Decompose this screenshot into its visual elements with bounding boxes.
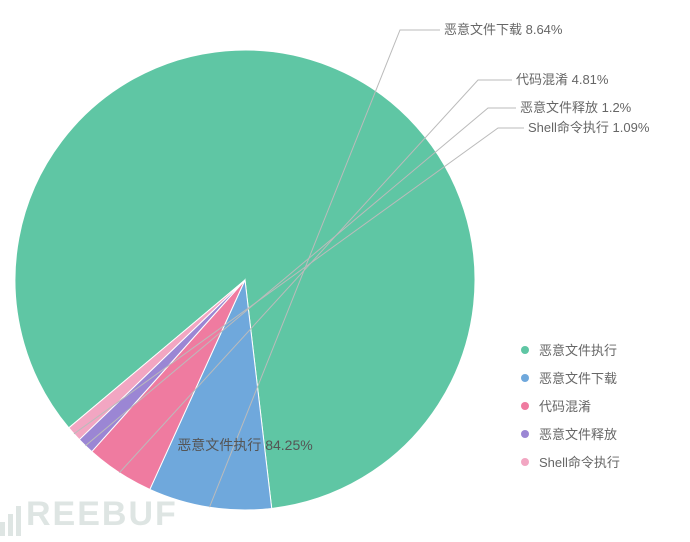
legend-label: 代码混淆: [539, 399, 591, 414]
legend-label: 恶意文件执行: [539, 343, 617, 358]
callout-label: 恶意文件释放 1.2%: [520, 100, 632, 115]
watermark: REEBUF: [0, 495, 178, 536]
callout-label: 恶意文件下载 8.64%: [444, 22, 563, 37]
legend-label: Shell命令执行: [539, 455, 620, 470]
slice-internal-label: 恶意文件执行 84.25%: [177, 437, 312, 453]
legend-label: 恶意文件下载: [539, 371, 617, 386]
legend-marker: [521, 346, 529, 354]
legend-marker: [521, 458, 529, 466]
legend-marker: [521, 374, 529, 382]
legend-marker: [521, 402, 529, 410]
callout-label: 代码混淆 4.81%: [516, 72, 609, 87]
legend-marker: [521, 430, 529, 438]
pie-chart: 恶意文件下载 8.64% 代码混淆 4.81% 恶意文件释放 1.2% Shell命令…: [0, 0, 690, 542]
callout-label: Shell命令执行 1.09%: [528, 120, 650, 135]
legend: 恶意文件执行恶意文件下载代码混淆恶意文件释放 Shell命令执行: [521, 343, 620, 470]
legend-label: 恶意文件释放: [539, 427, 617, 442]
watermark-text: REEBUF: [26, 495, 178, 533]
watermark-bars: [0, 497, 24, 536]
